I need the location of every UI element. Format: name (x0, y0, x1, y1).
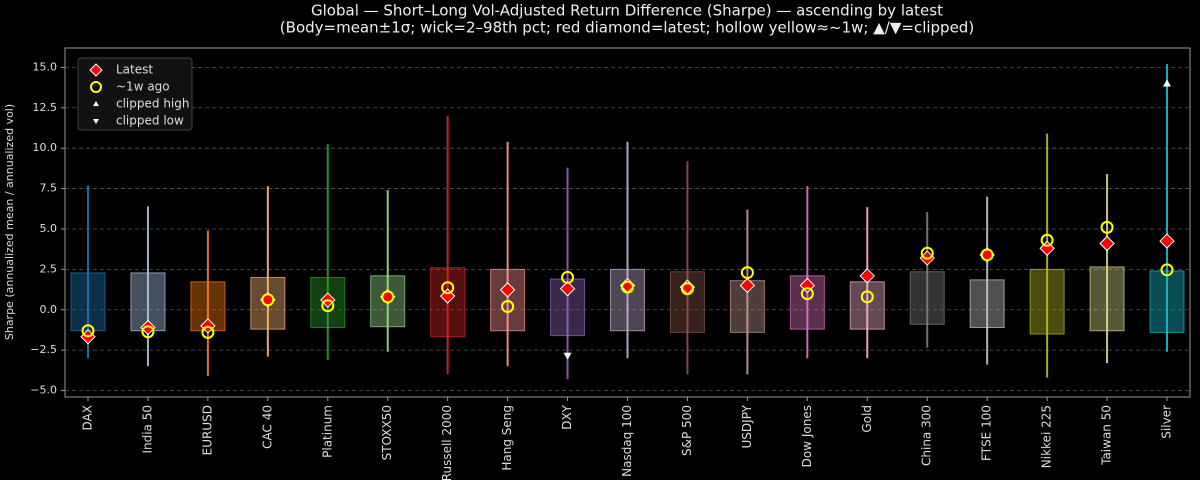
y-tick-label: 10.0 (33, 141, 58, 154)
body (909, 271, 945, 325)
week-ago-marker (381, 290, 395, 304)
legend-box (77, 57, 193, 131)
x-tick-label: EURUSD (200, 405, 214, 455)
latest-marker (1099, 235, 1115, 252)
latest-marker (859, 268, 875, 284)
y-tick-label: 12.5 (33, 101, 58, 114)
week-ago-marker (501, 300, 515, 314)
y-tick-label: 5.0 (40, 222, 58, 235)
week-ago-marker (1160, 263, 1174, 277)
latest-marker (559, 281, 576, 297)
legend-marker (93, 119, 99, 124)
week-ago-marker (441, 281, 455, 295)
week-ago-marker (980, 248, 994, 262)
y-tick-label: −2.5 (30, 343, 57, 356)
week-ago-marker (621, 280, 634, 294)
legend-label: clipped high (116, 97, 189, 111)
week-ago-marker (740, 266, 754, 280)
week-ago-marker (201, 325, 215, 339)
x-tick-label: Nikkei 225 (1040, 405, 1054, 468)
latest-marker (499, 282, 516, 298)
y-axis-label: Sharpe (annualized mean / annualized vol… (3, 104, 16, 340)
body (849, 281, 885, 330)
y-tick-label: −5.0 (30, 384, 57, 397)
body (969, 279, 1005, 329)
x-tick-label: China 300 (920, 405, 934, 466)
week-ago-marker (81, 324, 95, 338)
body (550, 278, 586, 337)
x-tick-label: S&P 500 (680, 405, 694, 456)
week-ago-marker (321, 299, 335, 313)
week-ago-marker (261, 293, 275, 307)
body (1089, 266, 1125, 332)
x-tick-label: DAX (81, 405, 95, 430)
legend-marker (89, 63, 103, 77)
x-tick-label: Russell 2000 (440, 405, 454, 480)
x-tick-label: Gold (860, 405, 874, 433)
x-tick-label: FTSE 100 (980, 405, 994, 461)
chart-subtitle: (Body=mean±1σ; wick=2–98th pct; red diam… (280, 19, 974, 37)
y-tick-label: 0.0 (40, 303, 58, 316)
latest-marker (739, 277, 756, 294)
legend-marker (93, 101, 99, 106)
legend-label: ~1w ago (116, 80, 170, 94)
y-tick-label: 15.0 (33, 60, 58, 73)
x-tick-label: Platinum (320, 405, 334, 458)
week-ago-marker (920, 246, 934, 260)
body (70, 272, 106, 332)
y-tick-label: 2.5 (40, 262, 58, 275)
week-ago-marker (141, 325, 155, 339)
x-tick-label: CAC 40 (260, 405, 274, 449)
week-ago-marker (800, 287, 814, 301)
week-ago-marker (860, 290, 874, 304)
x-tick-label: Dow Jones (800, 405, 814, 467)
legend-label: clipped low (116, 114, 184, 128)
legend-marker (90, 81, 102, 93)
chart-title: Global — Short–Long Vol-Adjusted Return … (311, 2, 943, 20)
week-ago-marker (680, 282, 694, 296)
y-tick-label: 7.5 (40, 182, 58, 195)
x-tick-label: DXY (560, 404, 574, 429)
clipped-low-marker (563, 352, 572, 360)
latest-marker (140, 319, 156, 336)
legend-label: Latest (116, 63, 153, 77)
x-tick-label: Taiwan 50 (1100, 405, 1114, 466)
week-ago-marker (1040, 233, 1054, 247)
clipped-high-marker (1163, 79, 1171, 87)
x-tick-label: Hang Seng (500, 405, 514, 471)
latest-marker (1159, 233, 1175, 249)
week-ago-marker (1100, 220, 1114, 234)
x-tick-label: USDJPY (740, 404, 754, 448)
week-ago-marker (561, 270, 575, 284)
x-tick-label: India 50 (140, 405, 154, 454)
body (1029, 268, 1065, 335)
x-tick-label: Silver (1160, 405, 1174, 439)
x-tick-label: Nasdaq 100 (620, 405, 634, 477)
x-tick-label: STOXX50 (380, 405, 394, 460)
body (1149, 270, 1185, 333)
